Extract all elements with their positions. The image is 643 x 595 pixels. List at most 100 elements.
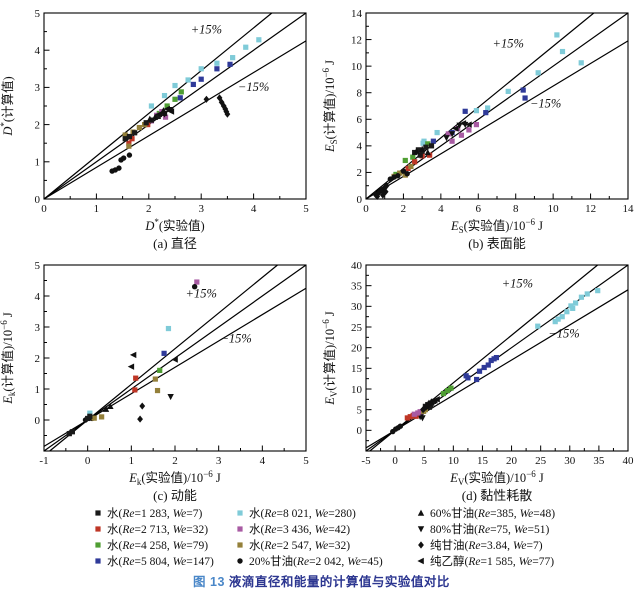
- point-g80: [443, 135, 450, 142]
- point-g100: [218, 98, 225, 106]
- chart-c-kinetic-energy: -1 0 1 2 3 4 5 0 1 2 3 4 5 +15% −15% Ek(实验值)/10−6 J Ek(计…: [0, 252, 321, 504]
- point-g100: [420, 406, 426, 414]
- x-tick-label: 1: [94, 203, 100, 215]
- x-tick-label: 10: [448, 455, 460, 467]
- y-tick-label: 30: [351, 301, 363, 313]
- legend-label: 水(Re=2 547, We=32): [249, 540, 351, 552]
- legend-label: 水(Re=2 713, We=32): [107, 524, 209, 536]
- point-w5804: [476, 368, 483, 374]
- point-w8021: [198, 66, 204, 72]
- point-g60: [428, 398, 435, 405]
- x-tick-label: 2: [172, 455, 178, 467]
- triangle-up-marker-icon: [417, 509, 425, 516]
- point-w8021: [421, 138, 427, 144]
- point-w8021: [578, 60, 584, 66]
- x-tick-label: 2: [401, 203, 407, 215]
- point-w1283: [423, 144, 429, 150]
- point-g60: [107, 402, 114, 410]
- subplot-title: (d) 黏性耗散: [462, 488, 532, 503]
- point-w8021: [535, 70, 541, 76]
- y-tick-label: 2: [35, 353, 41, 365]
- point-w2547: [154, 387, 161, 394]
- band-label: −15%: [220, 332, 251, 346]
- point-w8021: [595, 288, 601, 294]
- point-w5804: [462, 108, 468, 114]
- point-w8021: [554, 32, 560, 38]
- point-g100: [139, 402, 146, 410]
- square-marker-icon: [237, 510, 243, 516]
- x-tick-label: 25: [535, 455, 547, 467]
- legend-item-eth: 纯乙醇(Re=1 585, We=77): [416, 554, 555, 570]
- legend-item-w8021: 水(Re=8 021, We=280): [235, 506, 383, 522]
- point-g20: [191, 284, 198, 290]
- chart-c-svg: -1 0 1 2 3 4 5 0 1 2 3 4 5 +15% −15% Ek(实验值)/10−6 J Ek(计…: [0, 260, 309, 503]
- point-w5804: [522, 95, 528, 101]
- point-w8021: [256, 37, 262, 43]
- point-w1283: [132, 130, 138, 136]
- point-g100: [137, 415, 143, 423]
- legend-marker: [237, 558, 243, 564]
- y-tick-label: 3: [35, 322, 41, 334]
- square-marker-icon: [95, 510, 101, 516]
- point-w2713: [132, 387, 138, 393]
- point-w2547: [91, 415, 97, 421]
- band-label: −15%: [548, 326, 579, 340]
- point-g100: [223, 107, 230, 116]
- x-tick-label: 4: [251, 203, 257, 215]
- point-w5804: [465, 375, 471, 381]
- square-marker-icon: [237, 542, 243, 548]
- point-g80: [448, 131, 456, 138]
- point-w5804: [520, 87, 526, 93]
- point-eth: [171, 356, 178, 363]
- y-tick-label: 4: [35, 45, 41, 57]
- y-tick-label: 40: [351, 260, 363, 272]
- point-g60: [151, 113, 159, 120]
- y-tick-label: 20: [351, 342, 363, 354]
- point-eth: [433, 396, 440, 403]
- y-axis-label: D*(计算值): [0, 76, 15, 136]
- point-w1283: [126, 133, 133, 140]
- x-tick-label: 4: [438, 203, 444, 215]
- x-tick-label: 14: [623, 203, 635, 215]
- band-label: +15%: [191, 22, 222, 36]
- square-marker-icon: [95, 542, 101, 548]
- legend-label: 纯乙醇(Re=1 585, We=77): [430, 556, 555, 568]
- legend-item-w1283: 水(Re=1 283, We=7): [93, 506, 214, 522]
- y-tick-label: 2: [35, 119, 41, 131]
- point-w8021: [214, 60, 220, 66]
- square-marker-icon: [95, 558, 101, 564]
- point-w8021: [243, 44, 249, 50]
- figure-legend: 水(Re=1 283, We=7) 水(Re=2 713, We=32) 水(Re=…: [0, 506, 643, 570]
- point-g60: [146, 115, 154, 122]
- x-tick-label: 15: [477, 455, 489, 467]
- legend-marker: [95, 542, 101, 548]
- point-w2713: [407, 414, 413, 420]
- y-tick-label: 0: [357, 425, 363, 437]
- point-w1283: [66, 431, 72, 437]
- figure-caption: 图 13 液滴直径和能量的计算值与实验值对比: [0, 571, 643, 590]
- point-w8021: [473, 108, 480, 114]
- point-w8021: [230, 55, 236, 61]
- y-tick-label: 12: [351, 34, 362, 46]
- axis-ticks: [365, 12, 629, 200]
- point-w4258: [172, 96, 178, 102]
- point-w4258: [444, 388, 451, 394]
- point-w3436: [473, 122, 480, 128]
- point-g20: [395, 173, 401, 179]
- point-w2713: [412, 159, 418, 165]
- chart-d-viscous-dissipation: -5 0 5 10 15 20 25 30 35 40 0 5 10 15 20 25 30 35 40 +15% −1…: [321, 252, 643, 504]
- x-tick-label: 5: [303, 203, 309, 215]
- point-eth: [129, 351, 137, 359]
- y-tick-label: 1: [35, 384, 41, 396]
- y-tick-label: 4: [357, 141, 363, 153]
- y-tick-label: 1: [35, 157, 41, 169]
- chart-b-svg: 0 2 4 6 8 10 12 14 0 2 4 6 8 10 12 14 +15% −15% ES(实验值)/10…: [321, 8, 635, 251]
- point-w4258: [440, 390, 447, 397]
- point-w2547: [126, 143, 132, 149]
- point-w8021: [185, 77, 191, 83]
- x-tick-label: 8: [513, 203, 519, 215]
- point-g80: [161, 111, 168, 118]
- tick-labels: -5 0 5 10 15 20 25 30 35 40 0 5 10 15 20 25 30 35 40: [351, 260, 634, 467]
- y-tick-label: 35: [351, 280, 363, 292]
- point-w1283: [143, 120, 149, 126]
